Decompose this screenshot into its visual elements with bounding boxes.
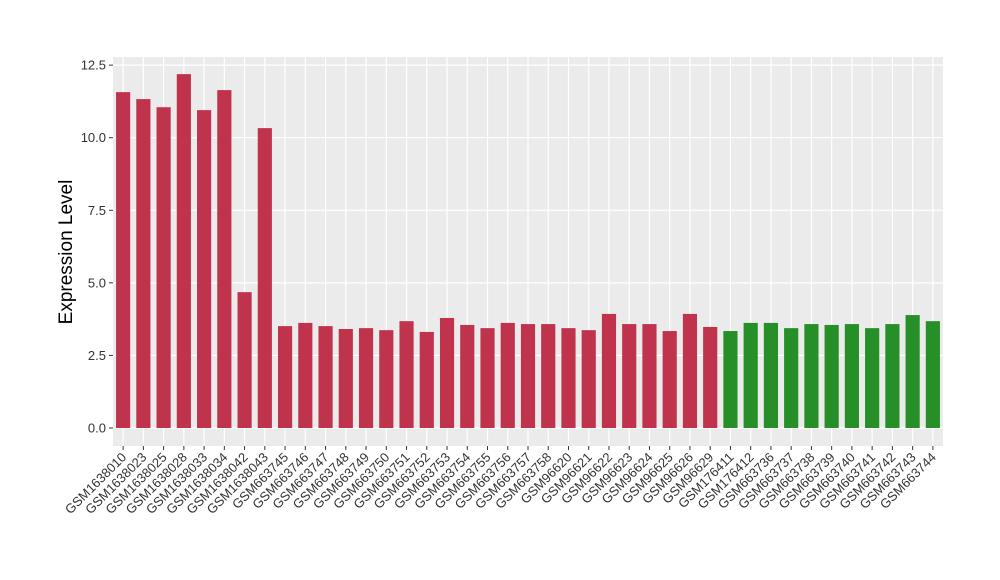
bar (885, 324, 900, 429)
bar (682, 313, 698, 429)
bar (865, 328, 880, 429)
bar (520, 324, 536, 429)
bar (601, 313, 617, 429)
bar (197, 110, 212, 429)
bar (156, 107, 171, 429)
y-tick-label: 2.5 (88, 348, 106, 363)
bar (703, 326, 718, 429)
bar (905, 315, 920, 429)
bar (257, 128, 272, 429)
bar (723, 331, 738, 429)
bar (662, 331, 677, 429)
bar (338, 329, 353, 429)
bar (763, 322, 779, 429)
bar (379, 330, 394, 429)
bar (419, 331, 434, 429)
bar (439, 317, 455, 429)
bar (358, 328, 374, 429)
bar (804, 324, 819, 429)
bar (925, 321, 940, 429)
bar (176, 74, 191, 429)
bar (318, 326, 333, 429)
y-tick-label: 5.0 (88, 275, 106, 290)
bar (399, 321, 414, 429)
bar (500, 322, 515, 429)
y-axis-label: Expression Level (56, 180, 77, 325)
y-tick-label: 7.5 (88, 203, 106, 218)
bar (237, 292, 252, 429)
bar (136, 99, 151, 429)
bar (784, 328, 799, 429)
bar (844, 324, 859, 429)
bar (480, 328, 495, 429)
bar (217, 90, 232, 429)
bar (460, 324, 475, 429)
bar (277, 326, 293, 429)
bar (642, 324, 657, 429)
bar (581, 330, 596, 429)
y-tick-label: 10.0 (81, 130, 106, 145)
bar (116, 92, 131, 429)
y-tick-label: 0.0 (88, 421, 106, 436)
bar (824, 324, 839, 429)
bar (298, 322, 313, 429)
y-tick-label: 12.5 (81, 58, 106, 73)
bar (561, 328, 576, 429)
bar (541, 324, 556, 429)
bar (622, 324, 637, 429)
bar (743, 322, 758, 429)
